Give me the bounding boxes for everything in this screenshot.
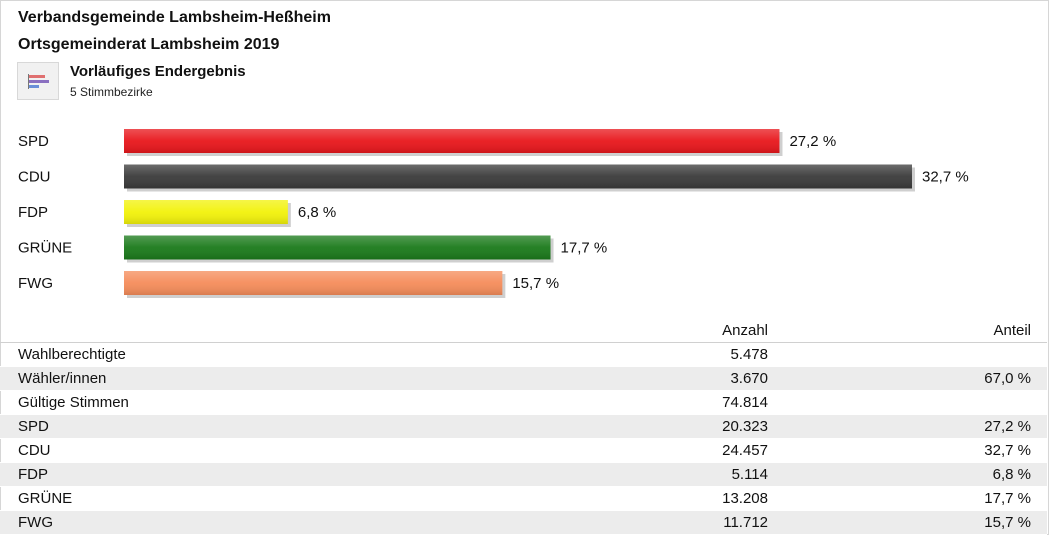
bar-category-label: SPD xyxy=(18,133,49,150)
bar-gloss xyxy=(124,235,551,260)
bar-gloss xyxy=(124,200,288,224)
cell-anzahl: 20.323 xyxy=(722,418,768,435)
bar-category-label: FDP xyxy=(18,204,48,221)
bar-category-label: CDU xyxy=(18,169,51,186)
cell-anzahl: 5.478 xyxy=(730,346,768,363)
bar-chart-icon xyxy=(28,74,49,89)
bar-category-label: FWG xyxy=(18,275,53,292)
column-header-anteil: Anteil xyxy=(993,322,1031,339)
election-title: Ortsgemeinderat Lambsheim 2019 xyxy=(18,36,280,53)
bar-chart-svg: SPD 27,2 % CDU 32,7 % FDP 6,8 % GRÜNE 17,7 % FWG… xyxy=(18,129,969,298)
bar-value-label: 17,7 % xyxy=(561,240,608,257)
table-row: FDP 5.114 6,8 % xyxy=(0,463,1047,487)
cell-anteil: 6,8 % xyxy=(992,466,1031,483)
cell-name: FDP xyxy=(18,466,48,483)
bar-category-label: GRÜNE xyxy=(18,239,72,257)
cell-anzahl: 13.208 xyxy=(722,490,768,507)
table-header: Anzahl Anteil xyxy=(0,318,1047,343)
cell-anteil: 17,7 % xyxy=(984,490,1031,507)
cell-anzahl: 24.457 xyxy=(722,442,768,459)
cell-name: FWG xyxy=(18,514,53,531)
table-row: Wähler/innen 3.670 67,0 % xyxy=(0,367,1047,391)
cell-name: CDU xyxy=(18,442,51,459)
bar-value-label: 6,8 % xyxy=(298,204,336,221)
municipality-title: Verbandsgemeinde Lambsheim-Heßheim xyxy=(18,9,331,26)
cell-anteil: 15,7 % xyxy=(984,514,1031,531)
table-row: CDU 24.457 32,7 % xyxy=(0,439,1047,463)
table-body: Wahlberechtigte 5.478 Wähler/innen 3.670 67,… xyxy=(0,343,1047,535)
cell-anzahl: 5.114 xyxy=(731,466,768,483)
bar-value-label: 27,2 % xyxy=(789,133,836,150)
results-table: Anzahl Anteil Wahlberechtigte 5.478 Wähler… xyxy=(0,318,1047,535)
table-row: FWG 11.712 15,7 % xyxy=(0,511,1047,535)
result-status-title: Vorläufiges Endergebnis xyxy=(70,63,246,80)
bar-gloss xyxy=(124,129,780,153)
cell-anzahl: 11.712 xyxy=(723,514,768,531)
cell-name: Gültige Stimmen xyxy=(18,394,129,411)
cell-name: GRÜNE xyxy=(18,490,73,507)
column-header-anzahl: Anzahl xyxy=(722,322,768,339)
cell-anteil: 67,0 % xyxy=(984,370,1031,387)
table-row: GRÜNE 13.208 17,7 % xyxy=(0,487,1047,511)
bar-value-label: 15,7 % xyxy=(512,275,559,292)
chart-toggle-button[interactable] xyxy=(17,62,59,100)
cell-name: SPD xyxy=(18,418,49,435)
cell-name: Wahlberechtigte xyxy=(18,346,126,363)
precinct-count: 5 Stimmbezirke xyxy=(70,85,153,99)
cell-anteil: 27,2 % xyxy=(984,418,1031,435)
cell-anzahl: 74.814 xyxy=(722,394,768,411)
table-row: Wahlberechtigte 5.478 xyxy=(0,343,1047,367)
table-row: SPD 20.323 27,2 % xyxy=(0,415,1047,439)
party-bar-chart: SPD 27,2 % CDU 32,7 % FDP 6,8 % GRÜNE 17,7 % FWG… xyxy=(0,118,1049,308)
cell-anteil: 32,7 % xyxy=(984,442,1031,459)
cell-anzahl: 3.670 xyxy=(730,370,768,387)
bar-gloss xyxy=(124,164,912,189)
bar-value-label: 32,7 % xyxy=(922,169,969,186)
bar-gloss xyxy=(124,271,503,295)
table-row: Gültige Stimmen 74.814 xyxy=(0,391,1047,415)
cell-name: Wähler/innen xyxy=(18,370,107,387)
